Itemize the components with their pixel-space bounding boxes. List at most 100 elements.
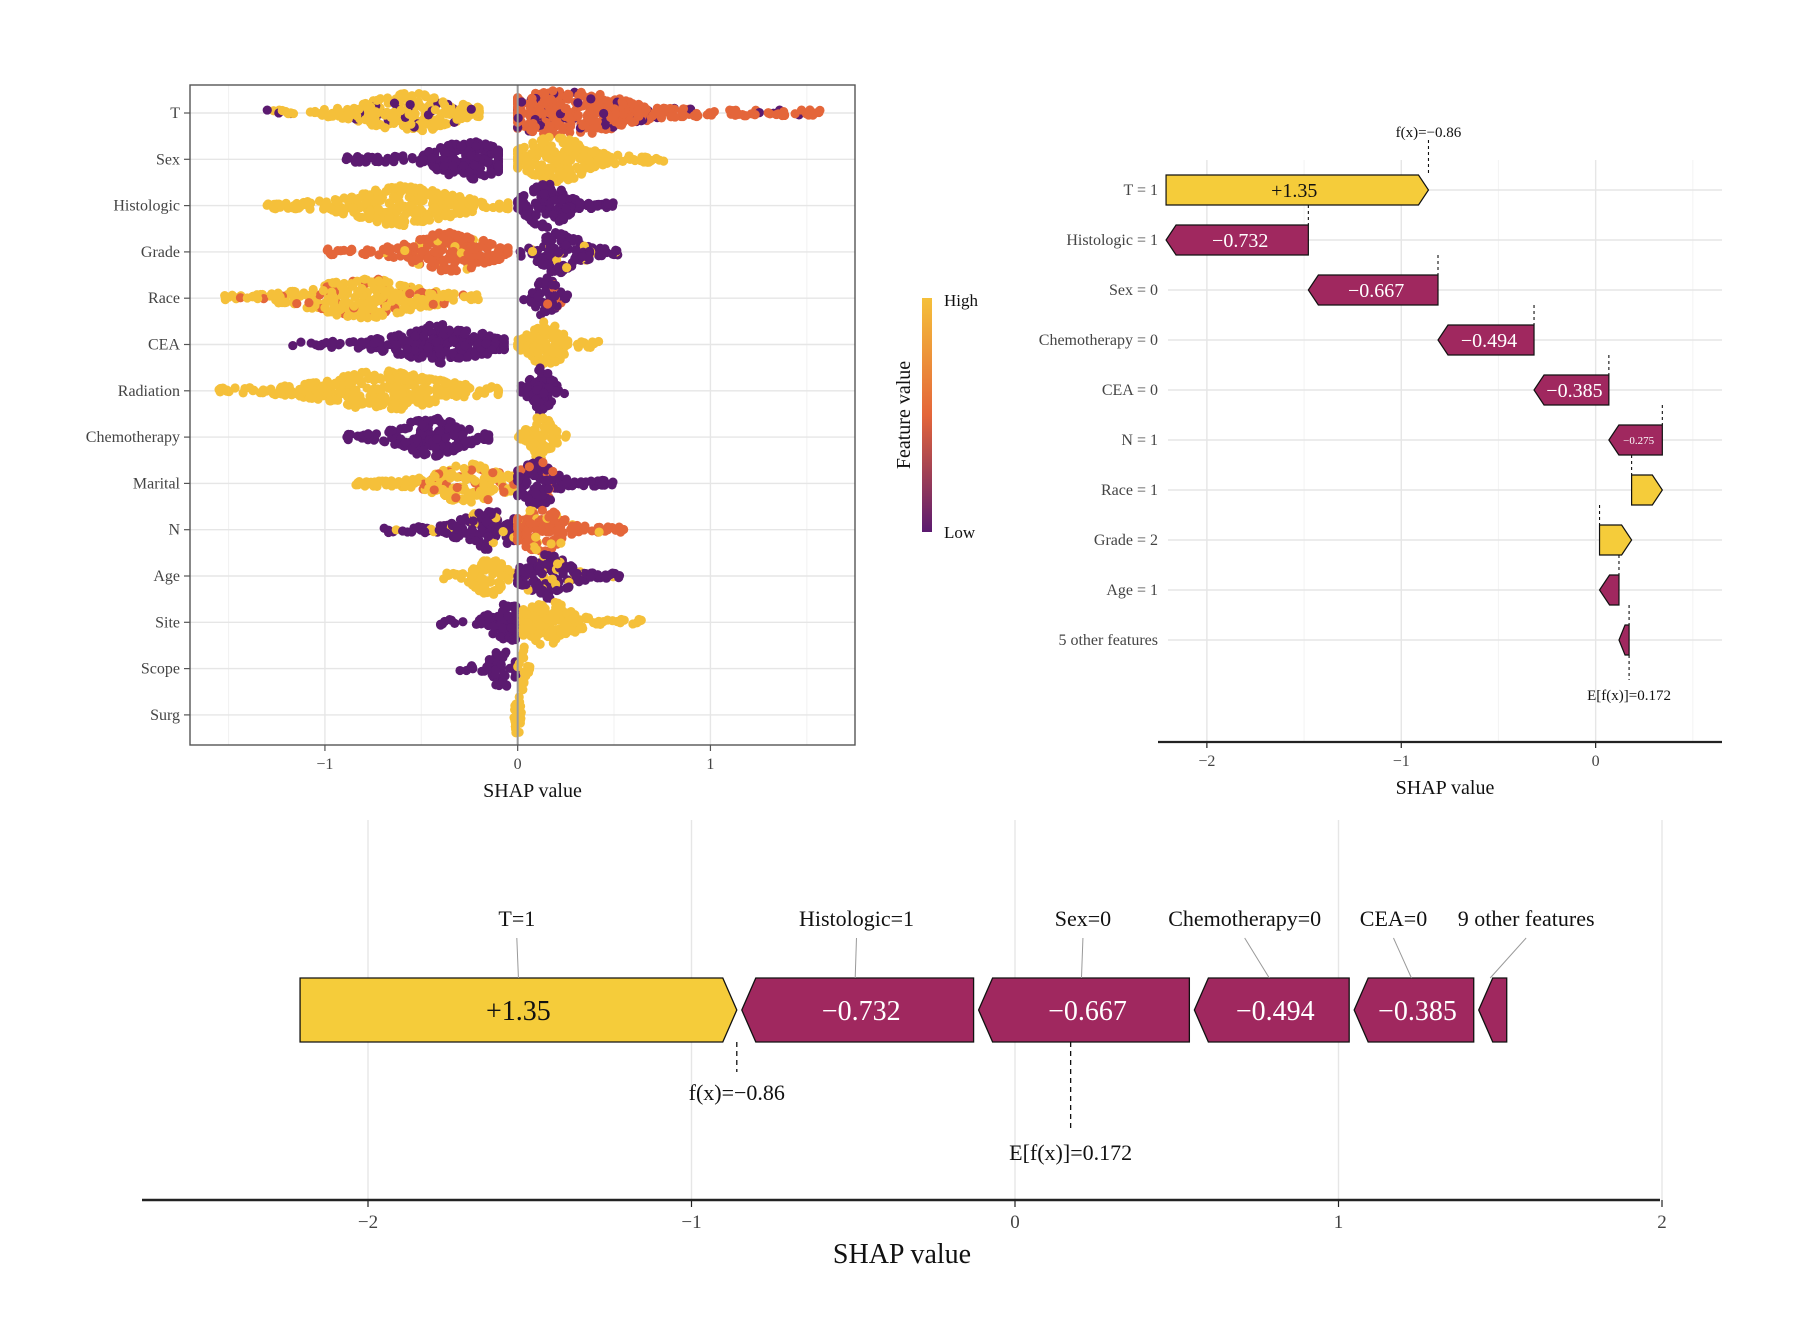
data-point: [335, 338, 345, 349]
data-point: [552, 559, 563, 569]
data-point: [439, 120, 449, 130]
data-point: [417, 294, 428, 305]
data-point: [381, 186, 391, 197]
data-point: [429, 195, 439, 205]
data-point: [392, 308, 402, 318]
data-point: [531, 532, 541, 542]
data-point: [499, 334, 509, 344]
data-point: [445, 212, 455, 222]
data-point: [390, 183, 400, 193]
data-point: [546, 539, 556, 549]
data-point: [615, 618, 625, 628]
data-point: [428, 299, 438, 309]
data-point: [741, 111, 751, 121]
x-tick-label: 0: [1592, 753, 1600, 770]
waterfall-bar: [1618, 624, 1630, 656]
data-point: [534, 629, 544, 639]
feature-label-chemotherapy: Chemotherapy: [86, 429, 180, 446]
data-point: [429, 203, 440, 213]
data-point: [410, 255, 420, 266]
data-point: [453, 387, 463, 397]
data-point: [417, 246, 427, 257]
data-point: [522, 382, 532, 392]
data-point: [575, 198, 585, 208]
data-point: [460, 485, 470, 496]
data-point: [418, 445, 429, 455]
data-point: [545, 495, 556, 505]
data-point: [603, 199, 613, 209]
data-point: [521, 158, 532, 168]
data-point: [451, 461, 461, 471]
data-point: [419, 331, 429, 341]
data-point: [230, 383, 240, 393]
data-point: [584, 156, 594, 166]
waterfall-feature-label: Chemotherapy = 0: [1039, 332, 1158, 349]
data-point: [454, 353, 465, 363]
data-point: [468, 516, 478, 526]
data-point: [491, 680, 501, 690]
data-point: [531, 182, 542, 192]
data-point: [689, 111, 699, 121]
data-point: [483, 544, 493, 554]
colorbar-bar: [922, 298, 932, 532]
data-point: [731, 105, 741, 115]
data-point: [564, 582, 574, 592]
data-point: [427, 153, 437, 163]
data-point: [474, 508, 484, 518]
data-point: [605, 570, 615, 580]
x-tick-label: −1: [681, 1212, 701, 1233]
data-point: [356, 313, 366, 323]
data-point: [493, 147, 504, 157]
data-point: [597, 251, 607, 261]
force-leader-line: [1080, 937, 1084, 979]
data-point: [610, 117, 620, 127]
data-point: [541, 209, 551, 219]
data-point: [529, 542, 539, 552]
data-point: [544, 512, 554, 522]
data-point: [408, 154, 418, 164]
data-point: [553, 248, 564, 258]
data-point: [459, 463, 469, 474]
data-point: [396, 92, 406, 102]
data-point: [548, 466, 558, 477]
data-point: [375, 120, 386, 130]
data-point: [527, 246, 538, 257]
data-point: [559, 517, 569, 527]
waterfall-feature-label: Race = 1: [1101, 482, 1158, 499]
data-point: [654, 155, 665, 165]
data-point: [614, 571, 625, 581]
data-point: [595, 89, 605, 100]
data-point: [438, 232, 448, 242]
data-point: [435, 619, 446, 629]
force-leader-line: [854, 937, 857, 979]
data-point: [492, 383, 502, 393]
data-point: [561, 203, 571, 214]
data-point: [275, 293, 285, 303]
data-point: [548, 347, 558, 358]
data-point: [588, 618, 599, 628]
x-tick-label: 1: [706, 756, 714, 773]
data-point: [488, 468, 498, 478]
data-point: [562, 290, 573, 300]
data-point: [708, 107, 718, 118]
data-point: [354, 157, 365, 167]
data-point: [305, 378, 316, 388]
data-point: [372, 334, 382, 344]
data-point: [524, 564, 534, 574]
data-point: [323, 112, 333, 122]
data-point: [317, 383, 327, 393]
data-point: [429, 93, 439, 103]
data-point: [348, 337, 359, 347]
data-point: [498, 623, 508, 633]
data-point: [504, 472, 514, 483]
force-segment-value: −0.385: [1378, 996, 1457, 1027]
fx-label: f(x)=−0.86: [689, 1080, 785, 1105]
data-point: [495, 243, 505, 253]
data-point: [613, 150, 623, 160]
data-point: [581, 612, 591, 622]
force-feature-label: 9 other features: [1458, 906, 1595, 931]
data-point: [355, 391, 365, 401]
data-point: [599, 108, 609, 119]
data-point: [750, 109, 760, 120]
data-point: [430, 105, 440, 115]
